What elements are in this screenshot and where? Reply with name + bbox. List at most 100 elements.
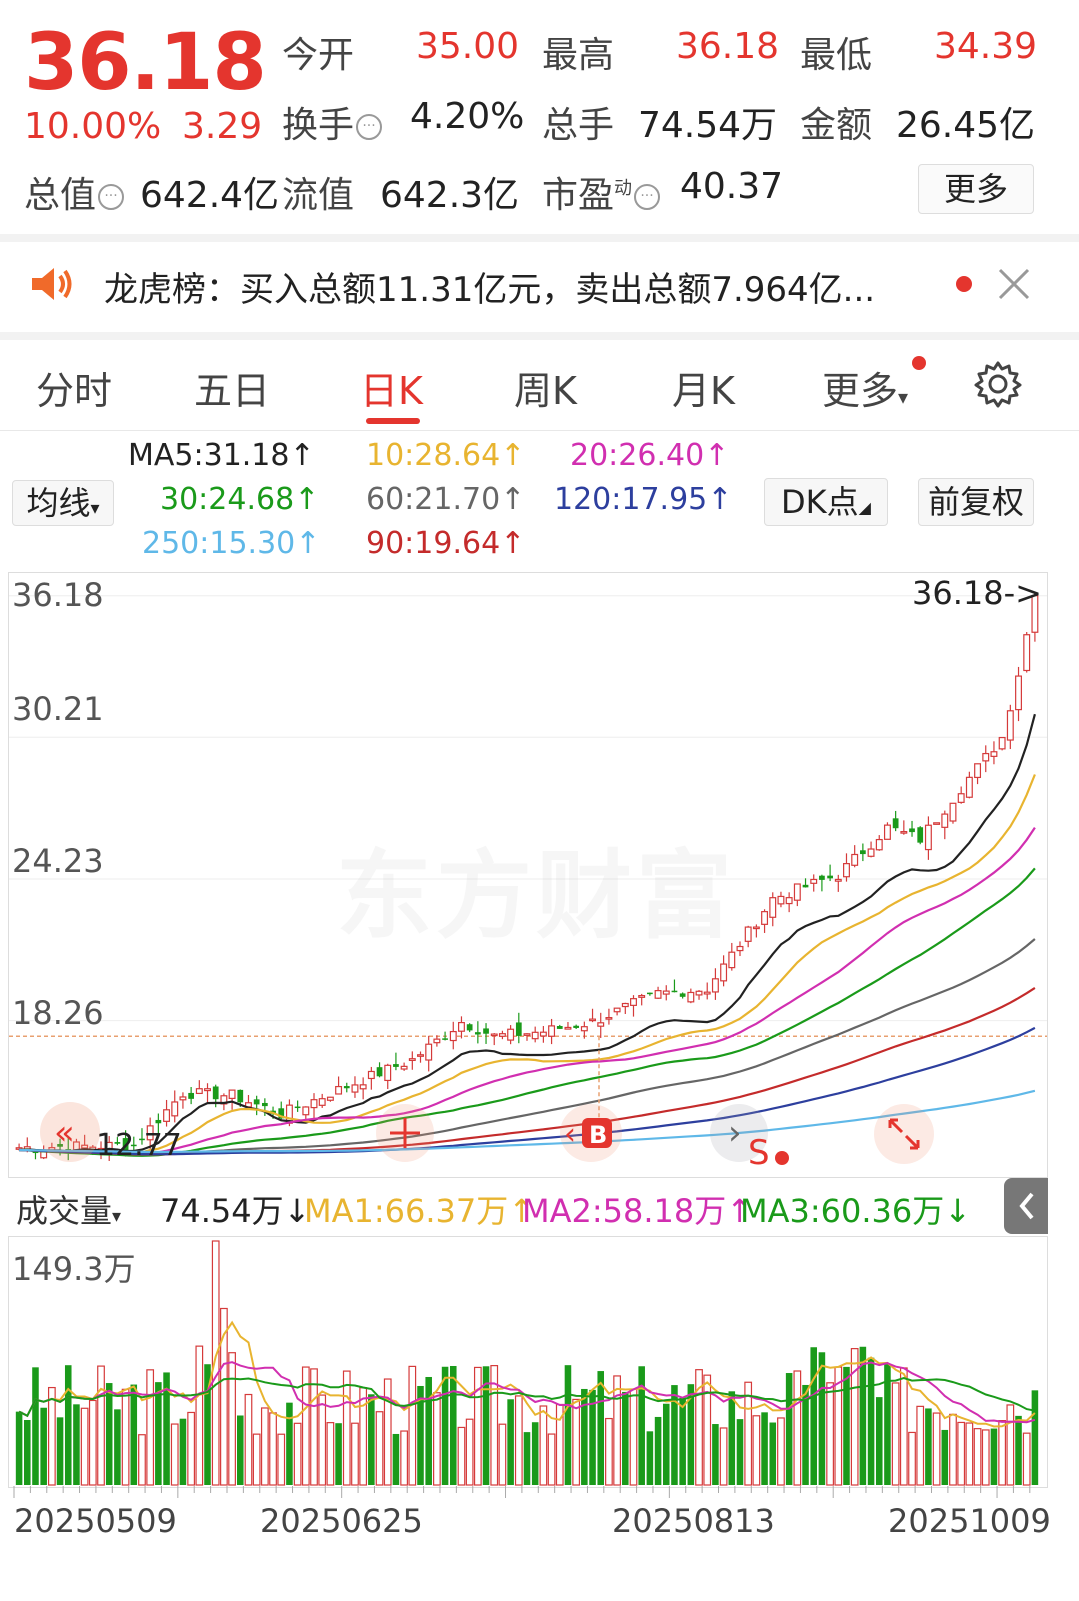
ma-selector[interactable]: 均线▾ — [12, 480, 114, 526]
volume-bar — [40, 1407, 47, 1485]
ma10-value: 10:28.64↑ — [366, 438, 526, 473]
volume-bar — [712, 1424, 719, 1485]
volume-bar — [179, 1418, 187, 1485]
candle — [949, 802, 957, 822]
tab-daily-k[interactable]: 日K — [360, 369, 423, 413]
tab-five-day[interactable]: 五日 — [194, 369, 271, 413]
more-quote-button[interactable]: 更多 — [918, 164, 1034, 214]
candle — [417, 1054, 424, 1057]
candles — [15, 592, 1039, 1162]
candle — [449, 1030, 457, 1042]
candle — [564, 1026, 572, 1030]
volume-bar — [482, 1366, 490, 1485]
volume-bar — [859, 1346, 867, 1485]
buy-signal-icon[interactable]: ‹ B — [560, 1104, 622, 1162]
dk-point-button[interactable]: DK点◢ — [764, 478, 888, 526]
candle — [483, 1028, 489, 1034]
candle — [261, 1102, 268, 1107]
volume-bar — [187, 1411, 196, 1486]
candle — [892, 818, 899, 829]
volume-bar — [155, 1382, 162, 1485]
ma30-value: 30:24.68↑ — [160, 482, 320, 517]
candle — [130, 1144, 137, 1147]
volume-bar — [252, 1433, 261, 1486]
tab-more[interactable]: 更多▾ — [822, 369, 909, 413]
volume-bar — [572, 1398, 581, 1486]
volume-bar — [88, 1399, 97, 1486]
collapse-panel-button[interactable] — [1004, 1178, 1048, 1234]
gear-icon[interactable] — [974, 360, 1022, 412]
volume-bar — [539, 1405, 548, 1486]
scroll-right-button[interactable]: › — [710, 1104, 768, 1162]
candle — [974, 763, 982, 779]
more-info-icon[interactable]: ··· — [98, 184, 125, 210]
period-low-label: 12.77 — [96, 1128, 182, 1163]
close-icon[interactable] — [996, 266, 1032, 306]
turnover-label[interactable]: 换手 ··· — [282, 96, 383, 148]
candle — [531, 1031, 539, 1040]
volume-bar — [211, 1240, 220, 1486]
open-label: 今开 — [282, 35, 355, 76]
volume-bar — [342, 1370, 351, 1486]
volume-bar — [335, 1423, 342, 1485]
candle — [793, 883, 801, 901]
candle — [703, 991, 711, 995]
low-label: 最低 — [800, 35, 873, 76]
divider — [0, 430, 1079, 431]
more-info-icon[interactable]: ··· — [356, 114, 383, 140]
volume-bar — [449, 1365, 457, 1485]
candle — [761, 911, 769, 925]
volume-bar — [47, 1386, 56, 1486]
candle — [195, 1088, 203, 1095]
volume-bar — [769, 1422, 777, 1485]
candle — [376, 1067, 383, 1077]
ma-line-ma20 — [19, 826, 1036, 1156]
news-ticker-text[interactable]: 龙虎榜：买入总额11.31亿元，卖出总额7.964亿... — [104, 270, 876, 310]
candle — [728, 951, 736, 969]
volume-chart[interactable] — [8, 1236, 1048, 1488]
volume-bar — [597, 1371, 605, 1485]
candle — [81, 1144, 89, 1149]
fullscreen-icon[interactable] — [874, 1104, 934, 1164]
sell-signal-icon[interactable]: S — [748, 1130, 794, 1174]
volume-bar — [318, 1394, 327, 1486]
scroll-left-button[interactable]: « — [40, 1102, 100, 1162]
candle — [580, 1026, 588, 1032]
volume-bar — [957, 1421, 966, 1486]
volume-bar — [383, 1378, 392, 1486]
volume-bar — [244, 1393, 253, 1486]
volume-bar — [163, 1372, 170, 1485]
volume-bar — [531, 1422, 539, 1485]
candle — [179, 1096, 187, 1101]
volume-max-label: 149.3万 — [12, 1250, 136, 1288]
more-info-icon[interactable]: ··· — [634, 184, 661, 210]
mktcap-label[interactable]: 总值 ··· — [24, 166, 125, 218]
candle — [393, 1064, 399, 1067]
new-badge-dot — [912, 356, 926, 370]
tab-weekly-k[interactable]: 周K — [514, 369, 577, 413]
candle — [335, 1085, 343, 1095]
crosshair-button[interactable] — [376, 1104, 434, 1162]
volume-selector[interactable]: 成交量▾ — [16, 1192, 122, 1230]
candle — [114, 1142, 121, 1144]
volume-bar — [32, 1367, 39, 1485]
volume-bar — [121, 1388, 130, 1486]
volume-bar — [15, 1411, 23, 1485]
tab-monthly-k[interactable]: 月K — [672, 369, 735, 413]
volume-bar — [392, 1433, 400, 1485]
turnover-value: 4.20% — [410, 96, 525, 137]
time-axis-ticks — [13, 1486, 1031, 1498]
pe-label[interactable]: 市盈动 ··· — [542, 166, 661, 218]
divider — [0, 234, 1079, 242]
volume-bar — [719, 1427, 728, 1486]
pe-superscript: 动 — [614, 178, 633, 199]
candle — [851, 853, 859, 866]
tab-intraday[interactable]: 分时 — [36, 369, 113, 413]
candle — [302, 1106, 310, 1116]
candle — [326, 1096, 334, 1101]
kline-chart[interactable] — [8, 572, 1048, 1178]
volume-bar — [114, 1409, 121, 1485]
candle — [941, 813, 949, 828]
candle — [1006, 710, 1014, 741]
adjust-mode-button[interactable]: 前复权 — [918, 478, 1034, 526]
